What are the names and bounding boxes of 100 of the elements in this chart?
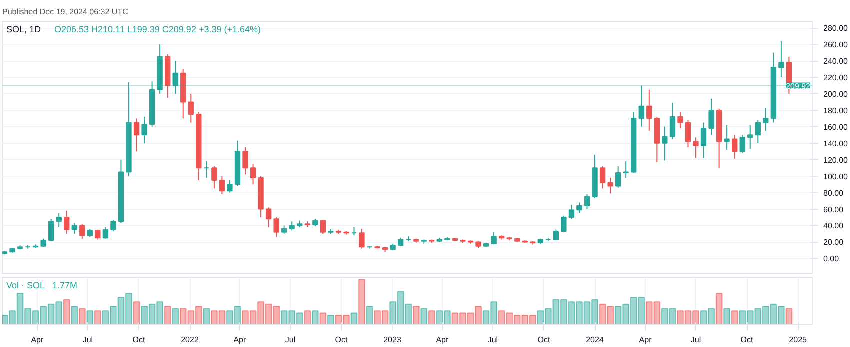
- bar: [428, 310, 436, 324]
- bar: [24, 308, 32, 324]
- candlestick: [102, 226, 109, 240]
- bar: [328, 315, 334, 324]
- bar: [211, 310, 218, 324]
- bar: [537, 310, 544, 324]
- y-tick-label: 240.00: [824, 57, 849, 66]
- bar: [677, 310, 684, 324]
- bar: [560, 299, 568, 324]
- bar: [397, 291, 404, 324]
- bar: [63, 299, 70, 324]
- bar: [514, 315, 521, 324]
- bar: [731, 310, 738, 324]
- x-tick-label: Apr: [31, 336, 44, 344]
- bar: [188, 310, 195, 324]
- bar: [374, 310, 381, 324]
- bar: [40, 306, 47, 324]
- candlestick: [568, 204, 575, 220]
- candlestick: [685, 120, 692, 148]
- bar: [335, 315, 342, 324]
- y-tick-label: 180.00: [824, 106, 849, 116]
- bar: [94, 310, 102, 324]
- bar: [273, 306, 280, 324]
- bar: [746, 310, 754, 324]
- x-tick-label: 2024: [586, 336, 604, 344]
- bar: [638, 297, 646, 324]
- candlestick: [227, 180, 233, 194]
- bar: [452, 312, 459, 324]
- chart-title: SOL, 1D: [6, 24, 42, 34]
- bar: [390, 302, 396, 324]
- bar: [218, 310, 226, 324]
- bar: [56, 302, 62, 324]
- bar: [607, 306, 614, 324]
- candlestick: [576, 202, 582, 214]
- bar: [498, 310, 506, 324]
- bar: [684, 310, 692, 324]
- y-tick-label: 120.00: [824, 156, 849, 165]
- bar: [475, 306, 482, 324]
- bar: [708, 308, 715, 324]
- bar: [436, 310, 444, 324]
- y-tick-label: 260.00: [824, 40, 849, 50]
- x-tick-label: Apr: [436, 336, 450, 344]
- candlestick: [778, 40, 784, 78]
- candlestick: [266, 207, 272, 228]
- candlestick: [72, 222, 78, 234]
- candlestick: [553, 229, 560, 242]
- candlestick: [491, 232, 497, 246]
- bar: [420, 308, 428, 324]
- y-tick-label: 40.00: [824, 222, 844, 231]
- candlestick: [646, 89, 652, 132]
- bar: [258, 302, 264, 324]
- bar: [529, 315, 536, 324]
- bar: [312, 310, 319, 324]
- bar: [700, 310, 708, 324]
- bar: [568, 302, 576, 324]
- x-tick-label: Jul: [488, 336, 498, 344]
- x-tick-label: 2023: [384, 336, 402, 344]
- candlestick: [700, 122, 707, 159]
- bar: [669, 308, 676, 324]
- candlestick: [250, 163, 256, 186]
- candlestick: [56, 212, 62, 228]
- candlestick: [320, 219, 326, 234]
- bar: [444, 310, 451, 324]
- bar: [280, 310, 288, 324]
- candlestick: [172, 60, 178, 94]
- candlestick: [732, 134, 738, 160]
- bar: [9, 310, 16, 324]
- bar: [250, 310, 257, 324]
- candlestick: [274, 217, 280, 238]
- candlestick: [242, 147, 248, 176]
- x-tick-label: Jul: [82, 336, 94, 344]
- candlestick: [615, 166, 622, 188]
- x-tick-label: Oct: [335, 336, 348, 344]
- candlestick: [763, 107, 769, 132]
- bar: [71, 306, 78, 324]
- bar: [786, 308, 793, 324]
- bar: [133, 302, 140, 324]
- x-tick-label: Oct: [740, 336, 754, 344]
- bar: [482, 310, 490, 324]
- candlestick: [623, 161, 629, 178]
- candlestick: [110, 219, 116, 232]
- bar: [662, 308, 668, 324]
- bar: [630, 297, 638, 324]
- bar: [203, 308, 210, 324]
- y-tick-label: 80.00: [824, 188, 844, 198]
- bar: [288, 310, 296, 324]
- candlestick: [48, 218, 54, 242]
- candlestick: [289, 221, 295, 232]
- bar: [296, 312, 304, 324]
- candlestick: [600, 166, 606, 190]
- bar: [366, 306, 374, 324]
- bar: [126, 293, 132, 324]
- candlestick: [64, 210, 70, 234]
- bar: [265, 304, 272, 324]
- bar: [460, 312, 466, 324]
- bar: [405, 304, 412, 324]
- bar: [2, 315, 8, 324]
- bar: [762, 306, 770, 324]
- x-tick-label: Oct: [538, 336, 551, 344]
- bar: [490, 302, 498, 324]
